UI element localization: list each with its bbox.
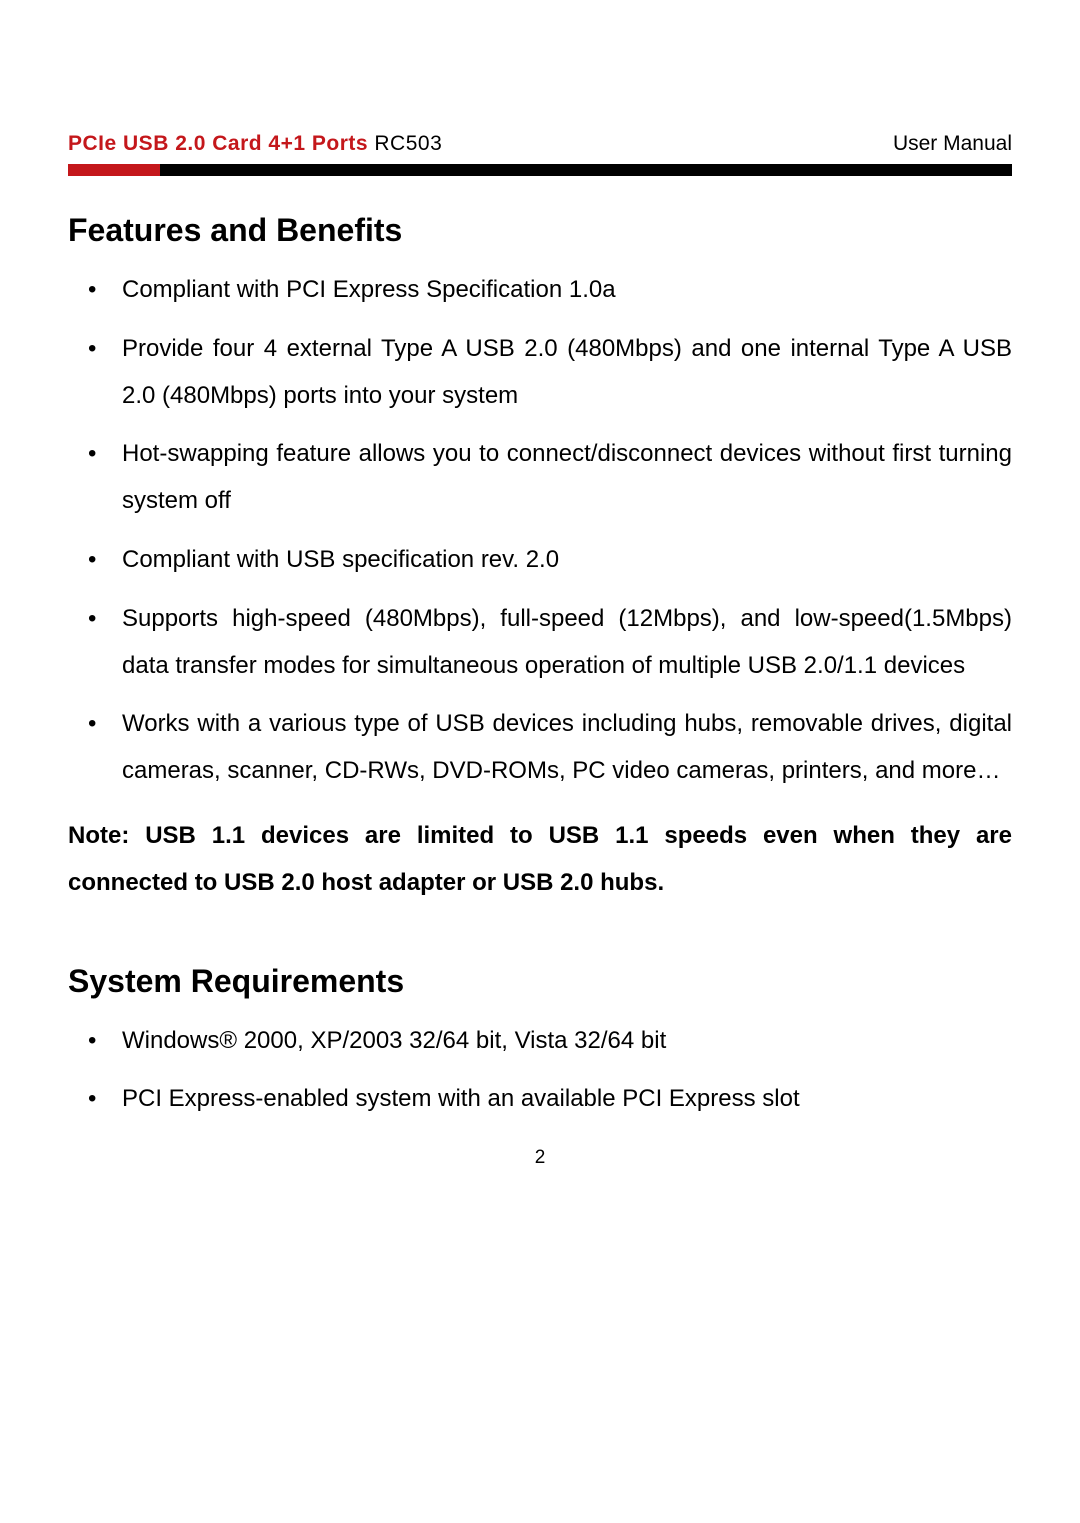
list-item: Compliant with PCI Express Specification… <box>68 267 1012 314</box>
divider-red-segment <box>68 164 160 176</box>
features-note: Note: USB 1.1 devices are limited to USB… <box>68 813 1012 907</box>
divider-black-segment <box>160 164 1012 176</box>
list-item: Hot-swapping feature allows you to conne… <box>68 431 1012 525</box>
page-number: 2 <box>0 1147 1080 1169</box>
document-page: PCIe USB 2.0 Card 4+1 Ports RC503 User M… <box>0 0 1080 1123</box>
features-list: Compliant with PCI Express Specification… <box>68 267 1012 795</box>
features-heading: Features and Benefits <box>68 212 1012 249</box>
product-title: PCIe USB 2.0 Card 4+1 Ports <box>68 132 368 155</box>
list-item: Provide four 4 external Type A USB 2.0 (… <box>68 326 1012 420</box>
list-item: Supports high-speed (480Mbps), full-spee… <box>68 596 1012 690</box>
document-header: PCIe USB 2.0 Card 4+1 Ports RC503 User M… <box>68 132 1012 156</box>
list-item: Works with a various type of USB devices… <box>68 701 1012 795</box>
header-doc-type: User Manual <box>893 132 1012 156</box>
list-item: PCI Express-enabled system with an avail… <box>68 1076 1012 1123</box>
product-model: RC503 <box>374 132 442 155</box>
header-left: PCIe USB 2.0 Card 4+1 Ports RC503 <box>68 132 442 156</box>
list-item: Windows® 2000, XP/2003 32/64 bit, Vista … <box>68 1018 1012 1065</box>
header-divider <box>68 164 1012 176</box>
list-item: Compliant with USB specification rev. 2.… <box>68 537 1012 584</box>
requirements-list: Windows® 2000, XP/2003 32/64 bit, Vista … <box>68 1018 1012 1124</box>
requirements-heading: System Requirements <box>68 963 1012 1000</box>
